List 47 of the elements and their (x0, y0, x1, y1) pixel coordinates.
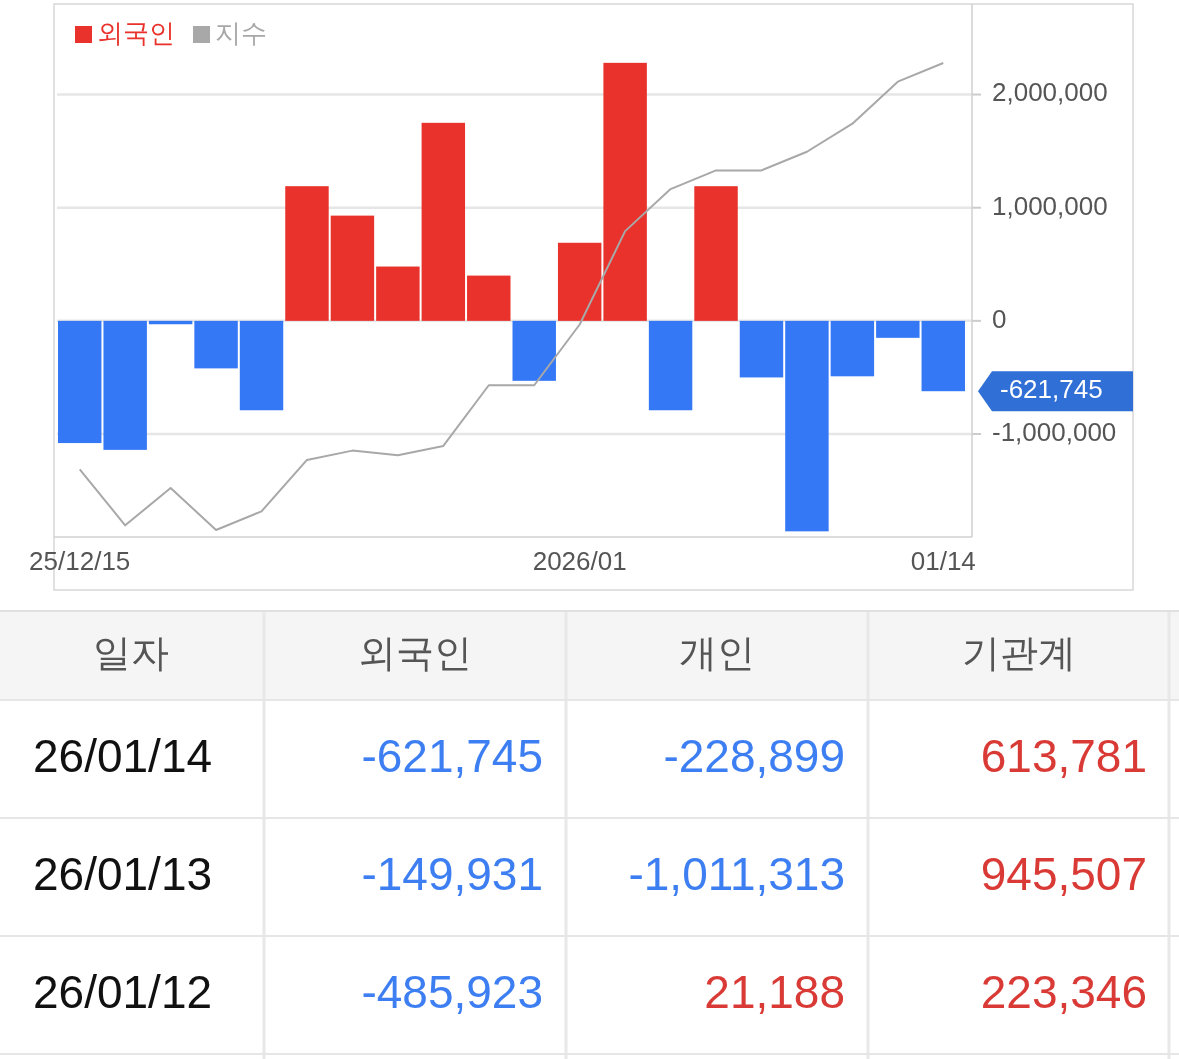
bar (512, 320, 556, 381)
bar (830, 320, 875, 377)
x-tick-label: 2026/01 (532, 546, 627, 576)
text: -621,745 (361, 730, 543, 783)
text: 26/01/12 (33, 966, 213, 1019)
text: 613,781 (980, 730, 1147, 783)
annotation: -621,745 (1000, 374, 1103, 405)
bar (239, 320, 284, 411)
category-label: 개인 (678, 632, 755, 675)
text: -228,899 (663, 730, 845, 783)
text: 21,188 (704, 966, 845, 1019)
category-label: 일자 (93, 632, 169, 675)
text: -485,923 (361, 966, 543, 1019)
text: 945,507 (980, 848, 1147, 901)
bar (421, 122, 466, 321)
text: 26/01/14 (33, 730, 213, 783)
bar (739, 320, 784, 378)
bar (557, 242, 602, 321)
y-tick-label: 1,000,000 (992, 190, 1108, 221)
bar (694, 186, 738, 321)
category-label: 기관계 (961, 632, 1076, 675)
legend-item: 외국인 (75, 17, 175, 48)
legend-label: 외국인 (97, 17, 175, 48)
bar (103, 320, 147, 450)
text: -149,931 (361, 848, 543, 901)
y-tick-label: 0 (992, 303, 1007, 334)
bar (58, 320, 102, 444)
bar (648, 320, 693, 411)
y-tick-label: 2,000,000 (992, 77, 1108, 108)
bar (194, 320, 238, 369)
x-tick-label: 01/14 (910, 546, 976, 576)
bar (876, 320, 920, 338)
bar (921, 320, 965, 392)
x-tick-label: 25/12/15 (29, 546, 131, 576)
bar (285, 186, 329, 321)
bar (330, 215, 375, 321)
legend-label: 지수 (215, 17, 267, 48)
text: -1,011,313 (628, 848, 845, 901)
y-tick-label: -1,000,000 (992, 416, 1117, 447)
text: 26/01/13 (33, 848, 213, 901)
bar (376, 266, 420, 321)
text: 223,346 (980, 966, 1147, 1019)
bar (603, 62, 647, 321)
bar (785, 320, 829, 532)
legend-item: 지수 (193, 17, 267, 48)
bar (467, 275, 511, 321)
category-label: 외국인 (357, 632, 472, 675)
